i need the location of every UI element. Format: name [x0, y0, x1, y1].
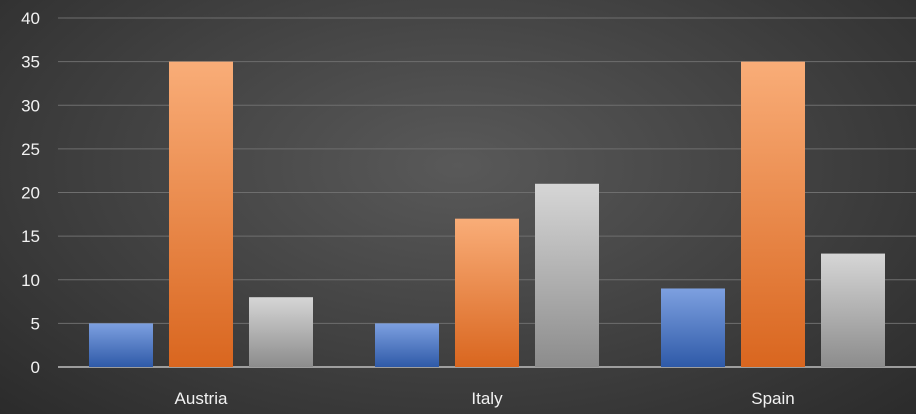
x-tick-label-austria: Austria: [175, 389, 228, 408]
bar-series3-spain: [821, 253, 885, 367]
y-tick-label-40: 40: [21, 9, 40, 28]
y-tick-label-20: 20: [21, 184, 40, 203]
bar-layer: [89, 61, 885, 367]
y-tick-label-5: 5: [31, 314, 40, 333]
bar-series1-austria: [89, 323, 153, 367]
y-tick-label-10: 10: [21, 271, 40, 290]
bar-series3-italy: [535, 183, 599, 367]
y-tick-label-30: 30: [21, 96, 40, 115]
bar-series3-austria: [249, 297, 313, 367]
y-tick-label-15: 15: [21, 227, 40, 246]
bar-series2-austria: [169, 61, 233, 367]
label-layer: 0 5 10 15 20 25 30 35 40 Austria Italy Spain: [21, 9, 795, 408]
y-tick-label-35: 35: [21, 53, 40, 72]
bar-series2-italy: [455, 218, 519, 367]
bar-series1-italy: [375, 323, 439, 367]
bar-series1-spain: [661, 288, 725, 367]
x-tick-label-spain: Spain: [751, 389, 794, 408]
y-tick-label-0: 0: [31, 358, 40, 377]
y-tick-label-25: 25: [21, 140, 40, 159]
bar-series2-spain: [741, 61, 805, 367]
x-tick-label-italy: Italy: [471, 389, 503, 408]
